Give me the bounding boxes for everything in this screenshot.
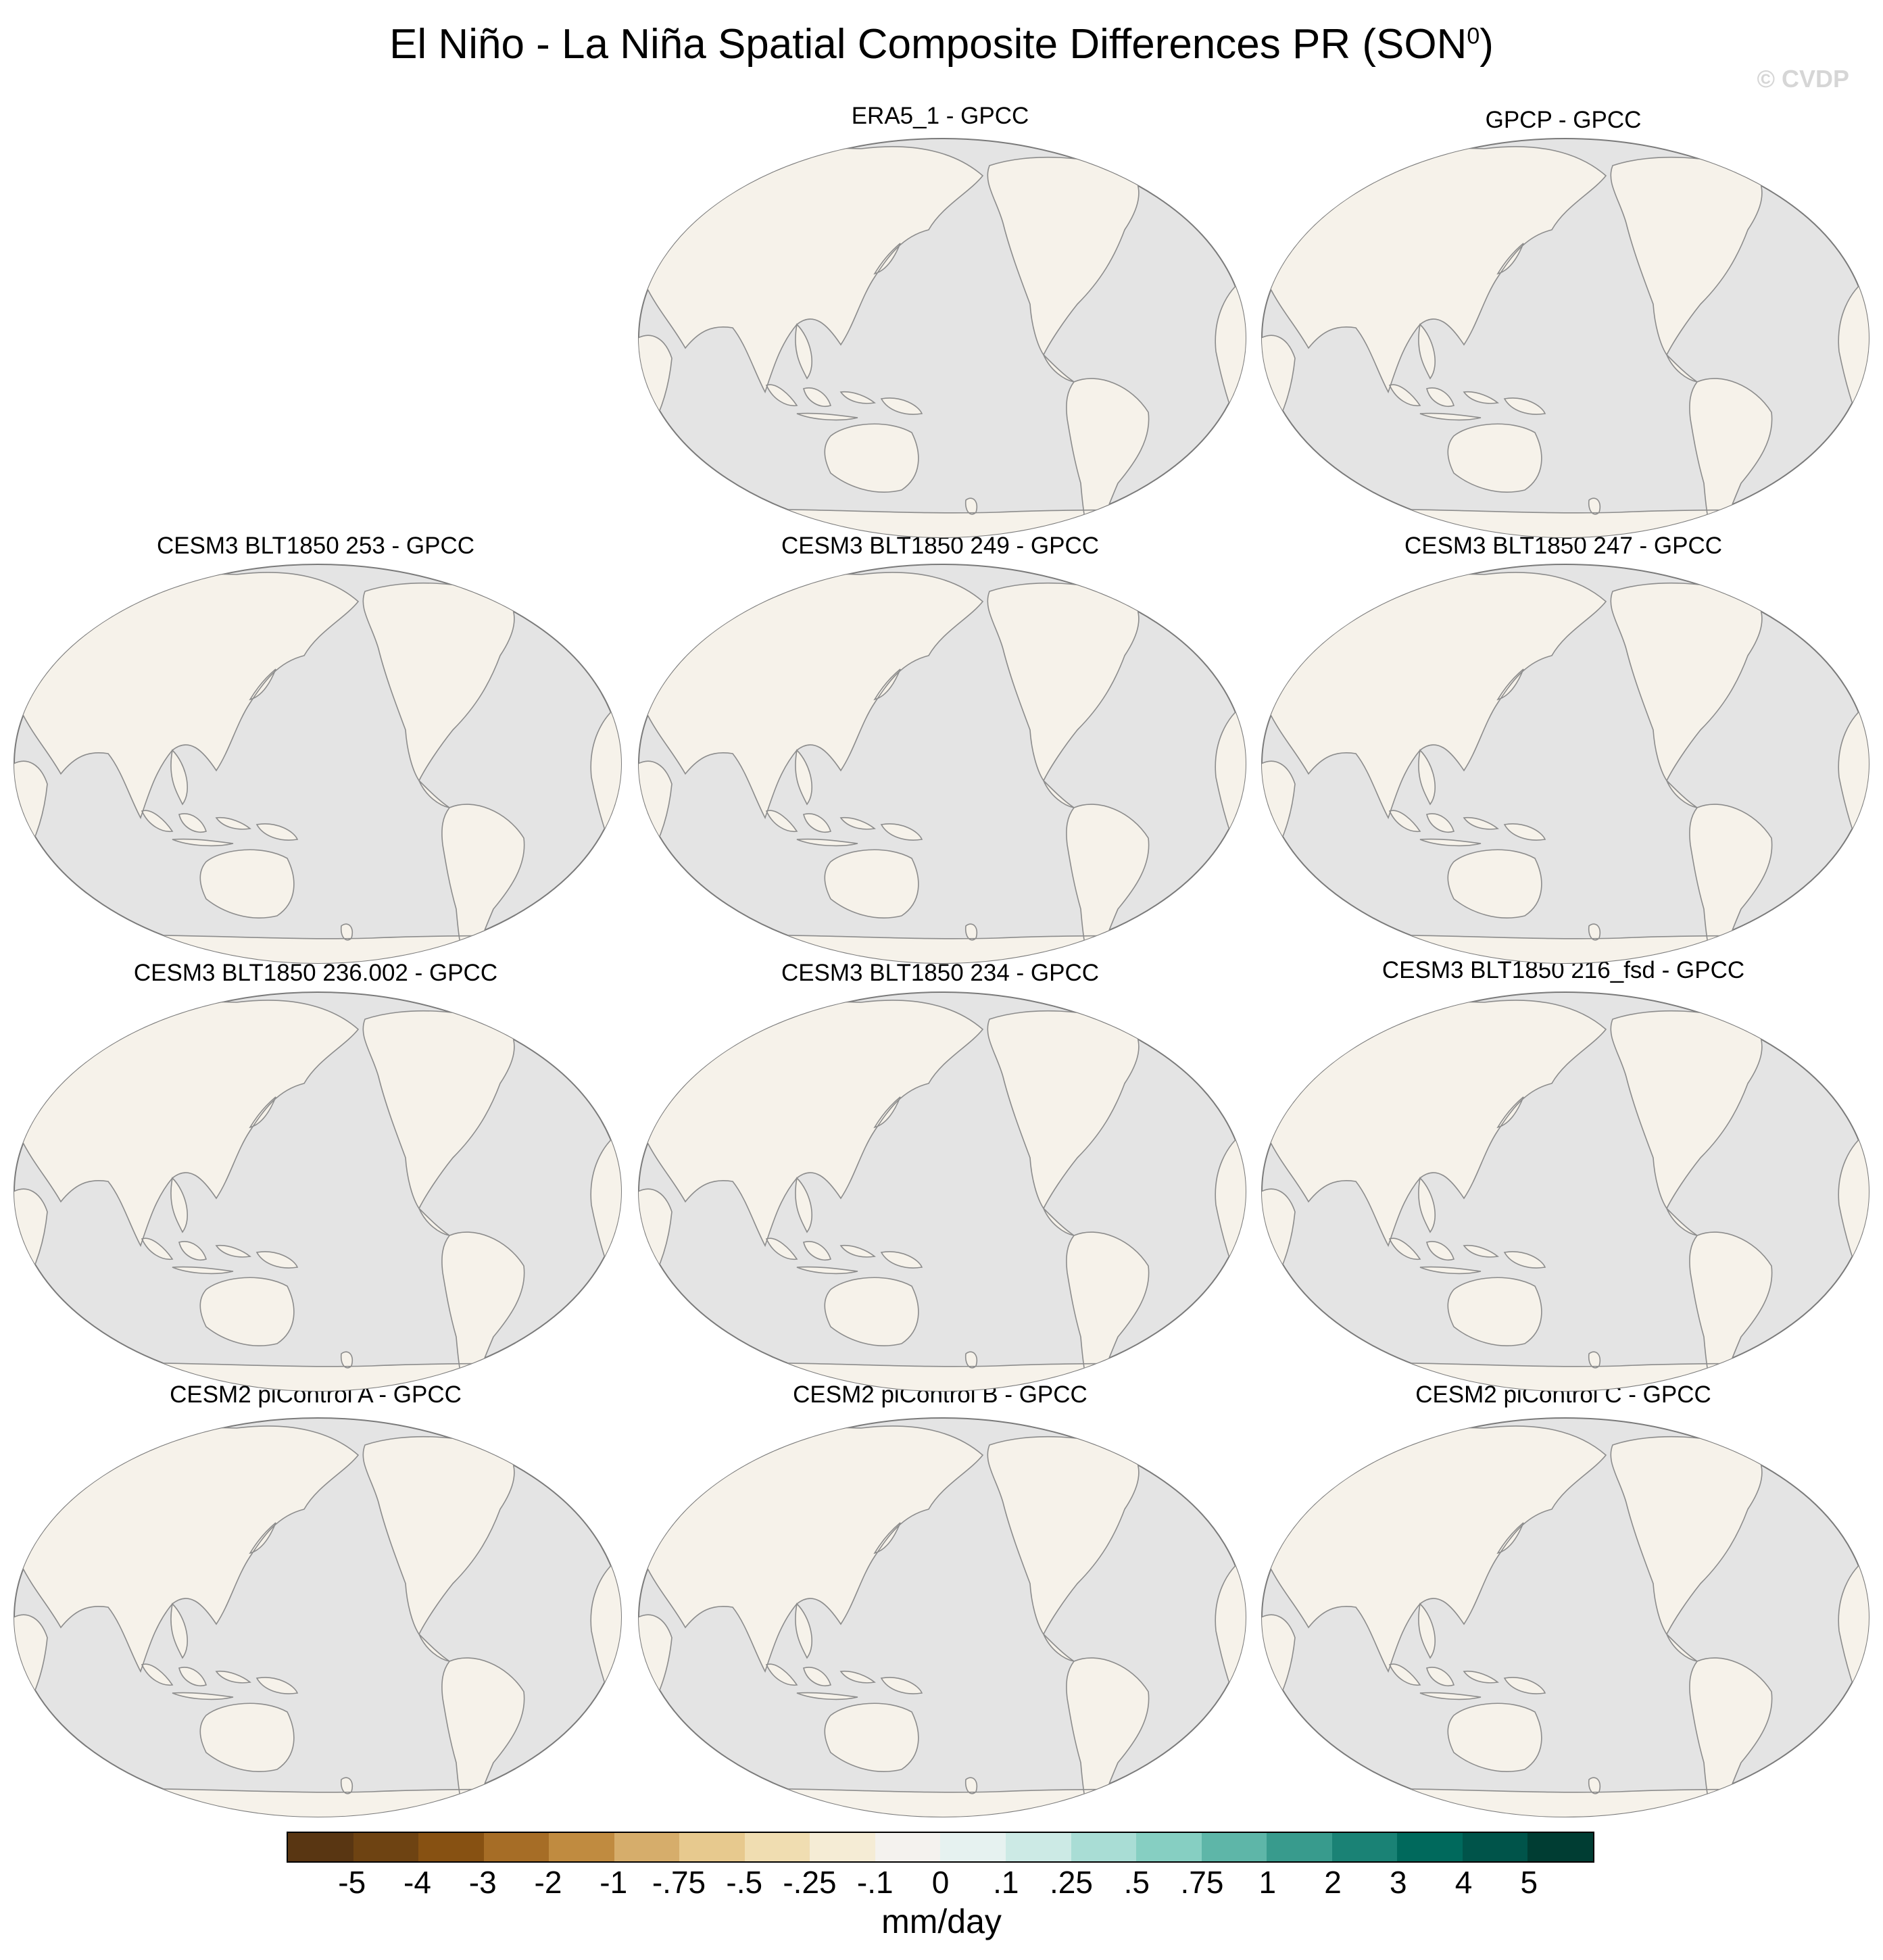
map-panel-11 bbox=[1258, 1418, 1876, 1827]
colorbar-swatch-14 bbox=[1136, 1833, 1202, 1861]
colorbar-tick-label: .75 bbox=[1180, 1865, 1224, 1900]
colorbar-tick-label: .1 bbox=[993, 1865, 1019, 1900]
colorbar-tick-label: 1 bbox=[1258, 1865, 1277, 1900]
colorbar-tick-label: -4 bbox=[404, 1865, 431, 1900]
figure-title-close: ) bbox=[1480, 21, 1494, 68]
panel-title-3: CESM3 BLT1850 253 - GPCC bbox=[156, 533, 475, 559]
colorbar-swatch-5 bbox=[549, 1833, 614, 1861]
colorbar-units: mm/day bbox=[881, 1903, 1002, 1940]
colorbar-swatch-6 bbox=[614, 1833, 680, 1861]
map-panel-1 bbox=[635, 139, 1253, 547]
colorbar-swatch-12 bbox=[1006, 1833, 1071, 1861]
map-panel-7 bbox=[635, 992, 1253, 1401]
figure-title-superscript: 0 bbox=[1467, 23, 1480, 49]
colorbar-tick-label: -3 bbox=[468, 1865, 497, 1900]
colorbar-swatch-9 bbox=[810, 1833, 875, 1861]
colorbar-swatch-19 bbox=[1462, 1833, 1528, 1861]
colorbar-swatch-7 bbox=[679, 1833, 745, 1861]
map-panel-9 bbox=[10, 1418, 629, 1827]
colorbar-swatch-10 bbox=[875, 1833, 941, 1861]
figure-title: El Niño - La Niña Spatial Composite Diff… bbox=[0, 20, 1883, 68]
colorbar-tick-label: -1 bbox=[600, 1865, 628, 1900]
figure-title-text: El Niño - La Niña Spatial Composite Diff… bbox=[389, 21, 1467, 68]
colorbar-tick-label: .25 bbox=[1050, 1865, 1093, 1900]
colorbar-swatch-20 bbox=[1527, 1833, 1593, 1861]
map-panel-4 bbox=[635, 564, 1253, 973]
map-panel-5 bbox=[1258, 564, 1876, 973]
colorbar-swatch-15 bbox=[1201, 1833, 1267, 1861]
colorbar-swatch-18 bbox=[1397, 1833, 1463, 1861]
panel-title-2: GPCP - GPCC bbox=[1485, 107, 1642, 133]
map-panel-6 bbox=[10, 992, 629, 1401]
colorbar-tick-label: -.1 bbox=[856, 1865, 894, 1900]
colorbar-tick-label: -.5 bbox=[726, 1865, 763, 1900]
panel-title-1: ERA5_1 - GPCC bbox=[851, 103, 1029, 129]
map-panel-2 bbox=[1258, 139, 1876, 547]
map-panel-3 bbox=[10, 564, 629, 973]
colorbar-tick-label: -.75 bbox=[652, 1865, 706, 1900]
colorbar-tick-label: .5 bbox=[1123, 1865, 1150, 1900]
colorbar-swatch-11 bbox=[940, 1833, 1006, 1861]
map-panel-10 bbox=[635, 1418, 1253, 1827]
colorbar-tick-label: 3 bbox=[1389, 1865, 1407, 1900]
colorbar-swatch-3 bbox=[418, 1833, 484, 1861]
colorbar-swatch-16 bbox=[1267, 1833, 1332, 1861]
colorbar-tick-label: 2 bbox=[1324, 1865, 1342, 1900]
colorbar bbox=[287, 1832, 1594, 1863]
panel-title-6: CESM3 BLT1850 236.002 - GPCC bbox=[133, 960, 498, 986]
map-panel-8 bbox=[1258, 992, 1876, 1401]
colorbar-tick-label: 5 bbox=[1520, 1865, 1538, 1900]
colorbar-tick-label: -.25 bbox=[783, 1865, 837, 1900]
colorbar-swatch-8 bbox=[744, 1833, 810, 1861]
colorbar-swatch-17 bbox=[1331, 1833, 1398, 1861]
colorbar-tick-label: 0 bbox=[931, 1865, 950, 1900]
colorbar-tick-label: 4 bbox=[1454, 1865, 1473, 1900]
cvdp-watermark: © CVDP bbox=[1757, 65, 1849, 93]
colorbar-tick-label: -2 bbox=[534, 1865, 562, 1900]
colorbar-tick-label: -5 bbox=[338, 1865, 366, 1900]
panel-title-7: CESM3 BLT1850 234 - GPCC bbox=[781, 960, 1100, 986]
colorbar-swatch-13 bbox=[1071, 1833, 1137, 1861]
colorbar-swatch-2 bbox=[353, 1833, 419, 1861]
colorbar-swatch-1 bbox=[288, 1833, 353, 1861]
colorbar-swatch-4 bbox=[483, 1833, 549, 1861]
